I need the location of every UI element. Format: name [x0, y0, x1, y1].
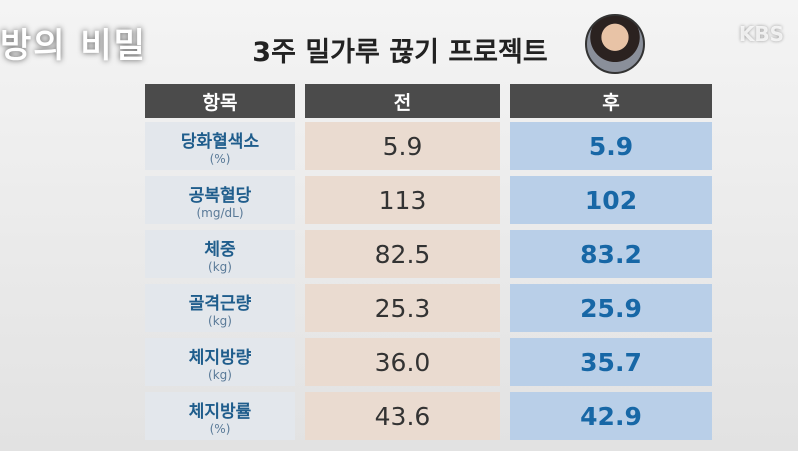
before-value: 36.0: [374, 347, 431, 377]
after-value: 83.2: [580, 239, 642, 269]
after-cell: 5.9: [510, 122, 712, 170]
after-cell: 102: [510, 176, 712, 224]
after-value: 25.9: [580, 293, 642, 323]
row-label: 공복혈당: [188, 185, 252, 206]
row-unit: (kg): [208, 367, 232, 382]
row-unit: (mg/dL): [196, 205, 244, 220]
profile-photo: [585, 14, 645, 74]
header-text: 후: [602, 91, 620, 114]
before-cell: 82.5: [305, 230, 500, 278]
row-label: 골격근량: [188, 293, 252, 314]
after-cell: 42.9: [510, 392, 712, 440]
header-text: 항목: [202, 91, 238, 114]
before-cell: 5.9: [305, 122, 500, 170]
before-value: 25.3: [374, 293, 431, 323]
row-label: 당화혈색소: [180, 131, 260, 152]
label-cell: 체중 (kg): [145, 230, 295, 278]
before-value: 82.5: [374, 239, 431, 269]
label-cell: 공복혈당 (mg/dL): [145, 176, 295, 224]
header-cell: 후: [510, 84, 712, 118]
header-text: 전: [393, 91, 412, 114]
before-cell: 43.6: [305, 392, 500, 440]
header-cell: 전: [305, 84, 500, 118]
row-label: 체지방량: [188, 347, 252, 368]
after-cell: 83.2: [510, 230, 712, 278]
label-cell: 체지방량 (kg): [145, 338, 295, 386]
before-value: 5.9: [382, 131, 423, 161]
row-unit: (kg): [208, 259, 232, 274]
before-cell: 36.0: [305, 338, 500, 386]
title: 3주 밀가루 끊기 프로젝트: [252, 37, 548, 68]
row-unit: (kg): [208, 313, 232, 328]
after-cell: 25.9: [510, 284, 712, 332]
before-cell: 113: [305, 176, 500, 224]
row-unit: (%): [209, 421, 231, 436]
program-logo: 방의 비밀: [0, 26, 147, 66]
header-cell: 항목: [145, 84, 295, 118]
row-unit: (%): [209, 151, 231, 166]
after-value: 35.7: [580, 347, 642, 377]
row-label: 체중: [204, 239, 236, 260]
label-cell: 골격근량 (kg): [145, 284, 295, 332]
before-value: 43.6: [374, 401, 431, 431]
row-label: 체지방률: [188, 401, 252, 422]
watermark: KBS: [738, 22, 784, 46]
after-value: 102: [584, 185, 638, 215]
before-cell: 25.3: [305, 284, 500, 332]
label-cell: 당화혈색소 (%): [145, 122, 295, 170]
after-value: 5.9: [588, 131, 634, 161]
before-value: 113: [378, 185, 427, 215]
label-cell: 체지방률 (%): [145, 392, 295, 440]
after-cell: 35.7: [510, 338, 712, 386]
after-value: 42.9: [580, 401, 642, 431]
